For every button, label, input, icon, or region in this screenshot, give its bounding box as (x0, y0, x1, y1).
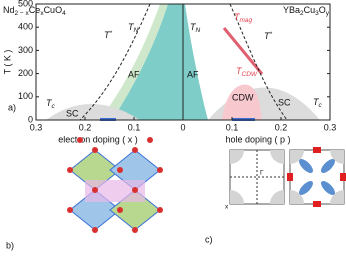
region-label: AF (187, 69, 199, 79)
curve-label: TN (128, 22, 139, 33)
y-tick-label: 300 (18, 45, 33, 55)
y-tick-label: 200 (18, 68, 33, 78)
y-tick-label: 100 (18, 91, 33, 101)
region-label: SC (66, 108, 79, 118)
y-tick-label: 500 (18, 0, 33, 8)
x-tick-label: 0.2 (275, 122, 288, 132)
atoms (67, 137, 163, 233)
axis-label: x (225, 204, 229, 211)
panel-c: Γ x c) (205, 147, 346, 244)
fermi-arcs (299, 159, 335, 195)
gamma-label: Γ (260, 170, 264, 177)
t-mag-line (222, 27, 264, 75)
y-tick-label: 0 (28, 114, 33, 124)
panel-label: c) (205, 234, 213, 244)
x-tick-label: 0 (180, 122, 185, 132)
curve-label: Tc (313, 97, 323, 108)
curve-label: TCDW (236, 66, 258, 77)
y-axis-label: T ( K ) (2, 50, 12, 75)
region-label: CDW (232, 92, 254, 102)
t-star-left (79, 3, 151, 121)
x-tick-label: 0.3 (324, 122, 337, 132)
layer (85, 180, 145, 202)
x-tick-label: 0.1 (128, 122, 141, 132)
curve-label: TN (190, 22, 201, 33)
panel-label: b) (6, 240, 14, 250)
fermi-pockets (230, 150, 284, 204)
x-axis-label: electron doping ( x ) (58, 134, 138, 144)
curve-label: Tmag (234, 12, 253, 23)
compound-right: YBa2Cu3Oy (283, 5, 330, 16)
panel-label: a) (8, 102, 16, 112)
sc-left-dome (46, 104, 140, 120)
hot-spots (287, 147, 346, 207)
af-right-region (183, 4, 208, 120)
x-tick-label: 0.2 (79, 122, 92, 132)
region-label: AF (128, 69, 140, 79)
af-left-region (112, 4, 183, 120)
y-tick-label: 400 (18, 22, 33, 32)
x-axis-label: hole doping ( p ) (225, 134, 290, 144)
panel-b: b) (6, 137, 163, 250)
fermi-pockets (290, 150, 344, 204)
curve-label: T* (264, 31, 273, 42)
compound-left: Nd2 − xCexCuO4 (3, 5, 66, 16)
x-tick-label: 0.1 (226, 122, 239, 132)
t-star-right (229, 3, 288, 121)
curve-label: T* (104, 30, 113, 41)
cdw-region (222, 84, 262, 120)
panel-a: Nd2 − xCexCuO4 YBa2Cu3Oy AF AF CDW SC SC… (2, 3, 331, 144)
curve-label: Tc (46, 98, 56, 109)
region-label: SC (278, 97, 291, 107)
af-fringe (100, 4, 168, 120)
x-tick-label: 0.3 (30, 122, 43, 132)
